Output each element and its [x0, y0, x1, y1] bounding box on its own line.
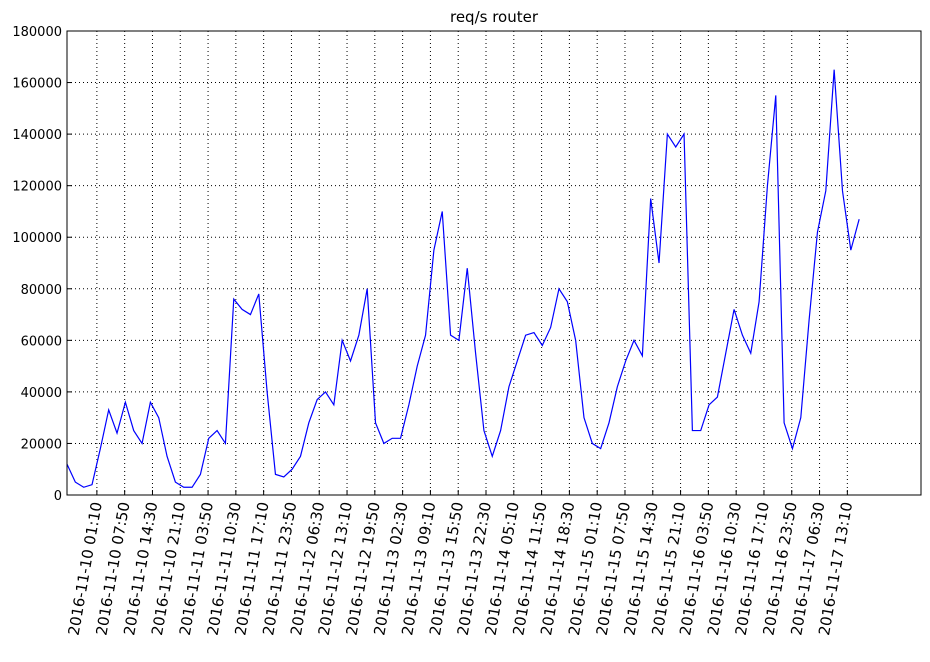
y-tick-label: 60000 — [21, 334, 62, 349]
y-tick-label: 0 — [54, 489, 62, 504]
y-tick-label: 20000 — [21, 437, 62, 452]
chart-title: req/s router — [450, 8, 539, 26]
y-tick-label: 40000 — [21, 386, 62, 401]
y-tick-label: 180000 — [12, 25, 62, 40]
y-tick-label: 100000 — [12, 231, 62, 246]
data-line — [66, 69, 860, 488]
y-tick-label: 140000 — [12, 128, 62, 143]
y-tick-label: 80000 — [21, 283, 62, 298]
y-tick-label: 120000 — [12, 180, 62, 195]
axes-frame — [66, 30, 922, 496]
y-tick-label: 160000 — [12, 77, 62, 92]
